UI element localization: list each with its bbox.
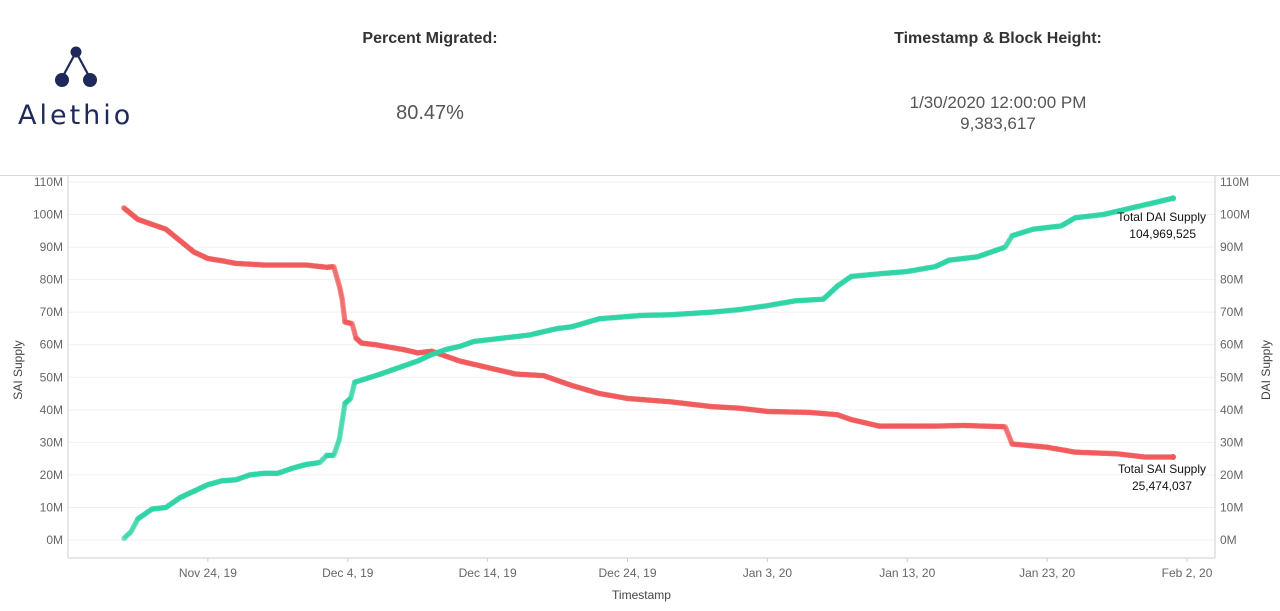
x-axis-title: Timestamp	[612, 588, 671, 602]
y2-tick-label: 10M	[1220, 500, 1243, 514]
y2-tick-label: 100M	[1220, 208, 1250, 222]
y2-tick-label: 40M	[1220, 403, 1243, 417]
molecule-icon	[55, 46, 97, 87]
y2-tick-label: 110M	[1220, 176, 1249, 189]
x-tick-label: Dec 24, 19	[598, 566, 656, 580]
y2-tick-label: 30M	[1220, 435, 1243, 449]
y2-tick-label: 50M	[1220, 370, 1243, 384]
alethio-logo: Alethio	[18, 44, 133, 134]
x-ticks: Nov 24, 19 Dec 4, 19 Dec 14, 19 Dec 24, 19 J…	[179, 558, 1213, 580]
supply-chart: 0M 10M 20M 30M 40M 50M 60M 70M 80M 90M 100M 110M 0M…	[11, 176, 1273, 602]
series-annotations: Total DAI Supply 104,969,525 Total SAI S…	[1117, 210, 1206, 493]
x-tick-label: Nov 24, 19	[179, 566, 237, 580]
header-divider	[0, 175, 1280, 176]
dai-point	[1170, 195, 1177, 202]
x-tick-label: Jan 3, 20	[743, 566, 793, 580]
y2-tick-label: 70M	[1220, 305, 1243, 319]
percent-migrated-value: 80.47%	[396, 102, 464, 124]
y-tick-label: 10M	[40, 500, 63, 514]
y-tick-label: 110M	[34, 176, 63, 189]
timestamp-value: 1/30/2020 12:00:00 PM	[909, 93, 1087, 112]
y2-tick-label: 20M	[1220, 468, 1243, 482]
y-tick-label: 70M	[40, 305, 63, 319]
y-tick-label: 50M	[40, 370, 63, 384]
sai-annotation-value: 25,474,037	[1132, 479, 1192, 493]
dai-annotation-value: 104,969,525	[1129, 227, 1196, 241]
y-tick-label: 90M	[40, 240, 63, 254]
dashboard-header: Alethio Percent Migrated: 80.47% Timesta…	[0, 0, 1280, 175]
x-tick-label: Dec 4, 19	[322, 566, 374, 580]
sai-annotation-name: Total SAI Supply	[1118, 462, 1206, 476]
y-tick-label: 60M	[40, 338, 63, 352]
block-height-value: 9,383,617	[960, 114, 1036, 133]
dai-series	[121, 195, 1177, 542]
y2-tick-label: 80M	[1220, 273, 1243, 287]
y2-tick-label: 0M	[1220, 533, 1237, 547]
sai-point	[1170, 454, 1177, 461]
right-y-ticks: 0M 10M 20M 30M 40M 50M 60M 70M 80M 90M 100M 110M	[1220, 176, 1250, 547]
sai-series	[121, 205, 1177, 461]
y-tick-label: 40M	[40, 403, 63, 417]
y2-tick-label: 90M	[1220, 240, 1243, 254]
left-y-ticks: 0M 10M 20M 30M 40M 50M 60M 70M 80M 90M 100M 110M	[33, 176, 63, 547]
y2-tick-label: 60M	[1220, 338, 1243, 352]
percent-migrated-label: Percent Migrated:	[362, 30, 498, 47]
grid-lines	[68, 181, 1215, 541]
y-tick-label: 100M	[33, 208, 63, 222]
y-tick-label: 80M	[40, 273, 63, 287]
dai-annotation-name: Total DAI Supply	[1117, 210, 1206, 224]
x-tick-label: Dec 14, 19	[459, 566, 517, 580]
series-points	[121, 195, 1177, 542]
x-tick-label: Feb 2, 20	[1162, 566, 1213, 580]
logo-text: Alethio	[18, 100, 134, 131]
y-tick-label: 0M	[46, 533, 63, 547]
y-axis-title-right: DAI Supply	[1259, 340, 1273, 400]
y-tick-label: 20M	[40, 468, 63, 482]
x-tick-label: Jan 13, 20	[879, 566, 935, 580]
x-tick-label: Jan 23, 20	[1019, 566, 1075, 580]
timestamp-block-label: Timestamp & Block Height:	[894, 30, 1102, 47]
y-axis-title-left: SAI Supply	[11, 340, 25, 399]
y-tick-label: 30M	[40, 435, 63, 449]
